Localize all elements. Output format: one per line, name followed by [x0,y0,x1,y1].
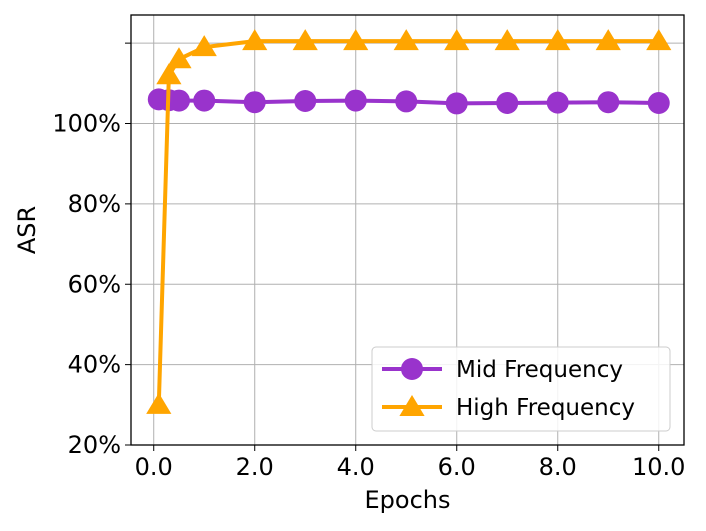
tick-labels: 0.0 2.0 4.0 6.0 8.0 10.0 20% 40% 60% 80% 100% [52,110,685,481]
data-point [166,47,192,69]
x-axis-label: Epochs [365,486,451,514]
data-point [393,29,419,51]
legend-label: Mid Frequency [456,357,623,383]
legend-marker [401,358,423,380]
legend-marker [399,395,425,416]
axis-ticks [125,42,660,451]
data-point [292,29,318,51]
x-tick-label: 2.0 [236,453,274,481]
x-tick-label: 0.0 [135,453,173,481]
series-high-frequency [146,29,672,414]
plot-frame [130,14,685,446]
data-point [191,35,217,57]
x-tick-label: 6.0 [438,453,476,481]
x-tick-label: 4.0 [337,453,375,481]
data-point [242,29,268,51]
data-point [343,29,369,51]
data-point [646,29,672,51]
legend: Mid Frequency High Frequency [371,346,671,432]
data-point [344,89,367,112]
data-point [243,91,266,114]
data-point [597,91,620,114]
y-tick-label: 40% [68,351,121,379]
x-tick-label: 8.0 [539,453,577,481]
y-tick-label: 20% [68,431,121,459]
data-point [167,89,190,112]
y-tick-label: 100% [52,110,121,138]
data-point [494,29,520,51]
y-tick-label: 80% [68,190,121,218]
legend-box [371,346,671,432]
data-point [294,90,317,112]
data-point [546,91,569,114]
data-point [445,92,468,115]
data-point [595,29,621,51]
series-group [146,29,672,414]
y-tick-label: 60% [68,270,121,298]
data-point [156,63,182,85]
legend-label: High Frequency [456,395,635,421]
data-point [193,89,216,112]
data-point [395,90,418,113]
series-mid-frequency [147,88,670,115]
x-tick-label: 10.0 [632,453,685,481]
y-axis-label: ASR [13,206,41,254]
data-point [647,92,670,115]
data-point [496,92,519,115]
data-point [444,29,470,51]
data-point [146,392,172,414]
data-point [545,29,571,51]
